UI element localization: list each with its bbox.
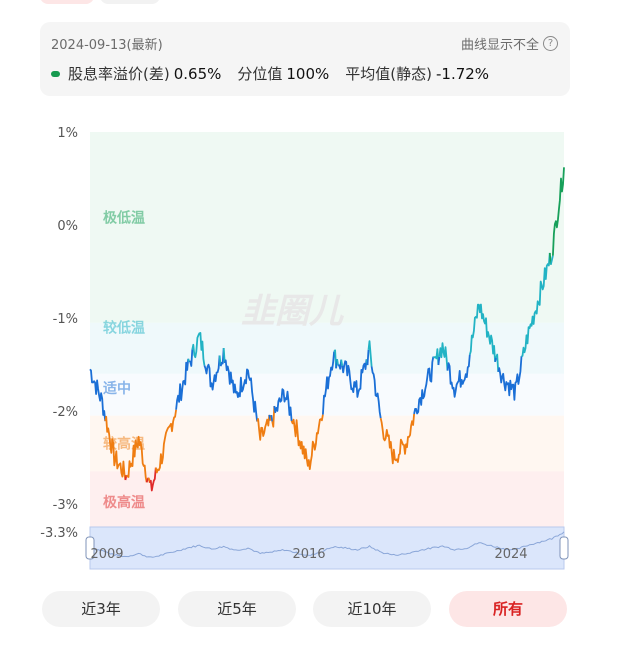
series-line-segment — [367, 340, 373, 367]
series-line-segment — [521, 252, 551, 358]
series-line-segment — [413, 356, 435, 415]
series-line-segment — [175, 358, 190, 410]
series-line-segment — [336, 358, 339, 366]
series-line-segment — [468, 303, 496, 362]
series-line-segment — [340, 359, 344, 366]
series-line-segment — [333, 349, 337, 369]
metrics-row: 股息率溢价(差) 0.65% 分位值 100% 平均值(静态) -1.72% — [51, 63, 489, 84]
series-line-segment — [438, 342, 449, 371]
series-line-segment — [104, 415, 127, 481]
series-line-segment — [366, 349, 370, 366]
series-line-segment — [191, 331, 206, 366]
metric-label-premium: 股息率溢价(差) — [68, 65, 170, 83]
range-button-all[interactable]: 所有 — [449, 591, 567, 627]
series-line-segment — [379, 413, 415, 465]
series-line-segment — [337, 359, 343, 370]
series-line-segment — [187, 358, 191, 363]
series-dot-icon — [51, 70, 60, 77]
range-button-10y[interactable]: 近10年 — [313, 591, 431, 627]
series-line-segment — [322, 351, 335, 415]
series-line-segment — [89, 368, 107, 422]
y-tick-label: -3.3% — [40, 526, 78, 541]
series-line-segment — [270, 414, 274, 422]
navigator-year-label: 2009 — [90, 547, 123, 562]
y-tick-label: -2% — [53, 405, 78, 420]
watermark-logo: 韭圈儿 — [241, 292, 344, 332]
series-line-segment — [290, 414, 324, 471]
navigator-line — [89, 531, 565, 558]
zone-band — [90, 471, 564, 532]
info-date: 2024-09-13(最新) — [51, 38, 163, 53]
zone-label: 极低温 — [103, 210, 145, 227]
y-tick-label: 1% — [57, 126, 78, 141]
curve-note[interactable]: 曲线显示不全 ? — [461, 34, 558, 53]
series-line-segment — [552, 167, 565, 256]
series-line-segment — [154, 409, 177, 474]
zone-label: 适中 — [103, 380, 131, 397]
series-line-segment — [494, 357, 497, 363]
range-navigator — [89, 526, 565, 570]
navigator-handle-right — [559, 536, 569, 560]
zone-label: 极高温 — [103, 494, 145, 511]
series-line-segment — [437, 356, 441, 366]
series-line-segment — [273, 388, 293, 421]
series-line-segment — [495, 353, 500, 372]
series-line-segment — [223, 359, 258, 422]
zone-label: 较低温 — [103, 319, 145, 336]
series-line-segment — [148, 467, 157, 492]
series-line-segment — [222, 347, 226, 363]
series-line-segment — [256, 414, 271, 441]
series-line-segment — [189, 349, 194, 367]
metric-value-average: -1.72% — [436, 64, 490, 83]
zone-band — [90, 415, 564, 472]
y-tick-label: -1% — [53, 312, 78, 327]
top-tab-highlight — [40, 0, 94, 4]
series-line-segment — [271, 405, 276, 428]
help-icon[interactable]: ? — [543, 36, 558, 51]
series-line-segment — [432, 348, 440, 366]
y-tick-label: -3% — [53, 498, 78, 513]
metric-value-premium: 0.65% — [173, 64, 222, 83]
metric-label-average: 平均值(静态) — [345, 65, 432, 83]
zone-band — [90, 132, 564, 323]
navigator-year-label: 2024 — [494, 547, 527, 562]
info-card: 2024-09-13(最新) 曲线显示不全 ? 股息率溢价(差) 0.65% 分… — [40, 22, 570, 96]
navigator-year-label: 2016 — [292, 547, 325, 562]
range-button-3y[interactable]: 近3年 — [42, 591, 160, 627]
metric-value-percentile: 100% — [286, 64, 330, 83]
series-line-segment — [219, 347, 225, 367]
zone-band — [90, 322, 564, 374]
series-line-segment — [446, 354, 471, 398]
top-tab — [100, 0, 160, 4]
curve-note-label: 曲线显示不全 — [460, 38, 539, 53]
series-line-segment — [341, 359, 368, 398]
series-line-segment — [549, 255, 554, 265]
series-line-segment — [203, 355, 221, 391]
series-line-segment — [497, 356, 523, 401]
y-tick-label: 0% — [57, 219, 78, 234]
range-button-5y[interactable]: 近5年 — [178, 591, 296, 627]
navigator-handle-left — [85, 536, 95, 560]
metric-label-percentile: 分位值 — [237, 65, 283, 83]
series-line-segment — [125, 435, 148, 483]
series-line-segment — [370, 366, 382, 419]
